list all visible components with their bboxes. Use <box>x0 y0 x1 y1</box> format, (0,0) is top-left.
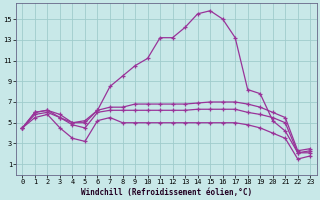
X-axis label: Windchill (Refroidissement éolien,°C): Windchill (Refroidissement éolien,°C) <box>81 188 252 197</box>
